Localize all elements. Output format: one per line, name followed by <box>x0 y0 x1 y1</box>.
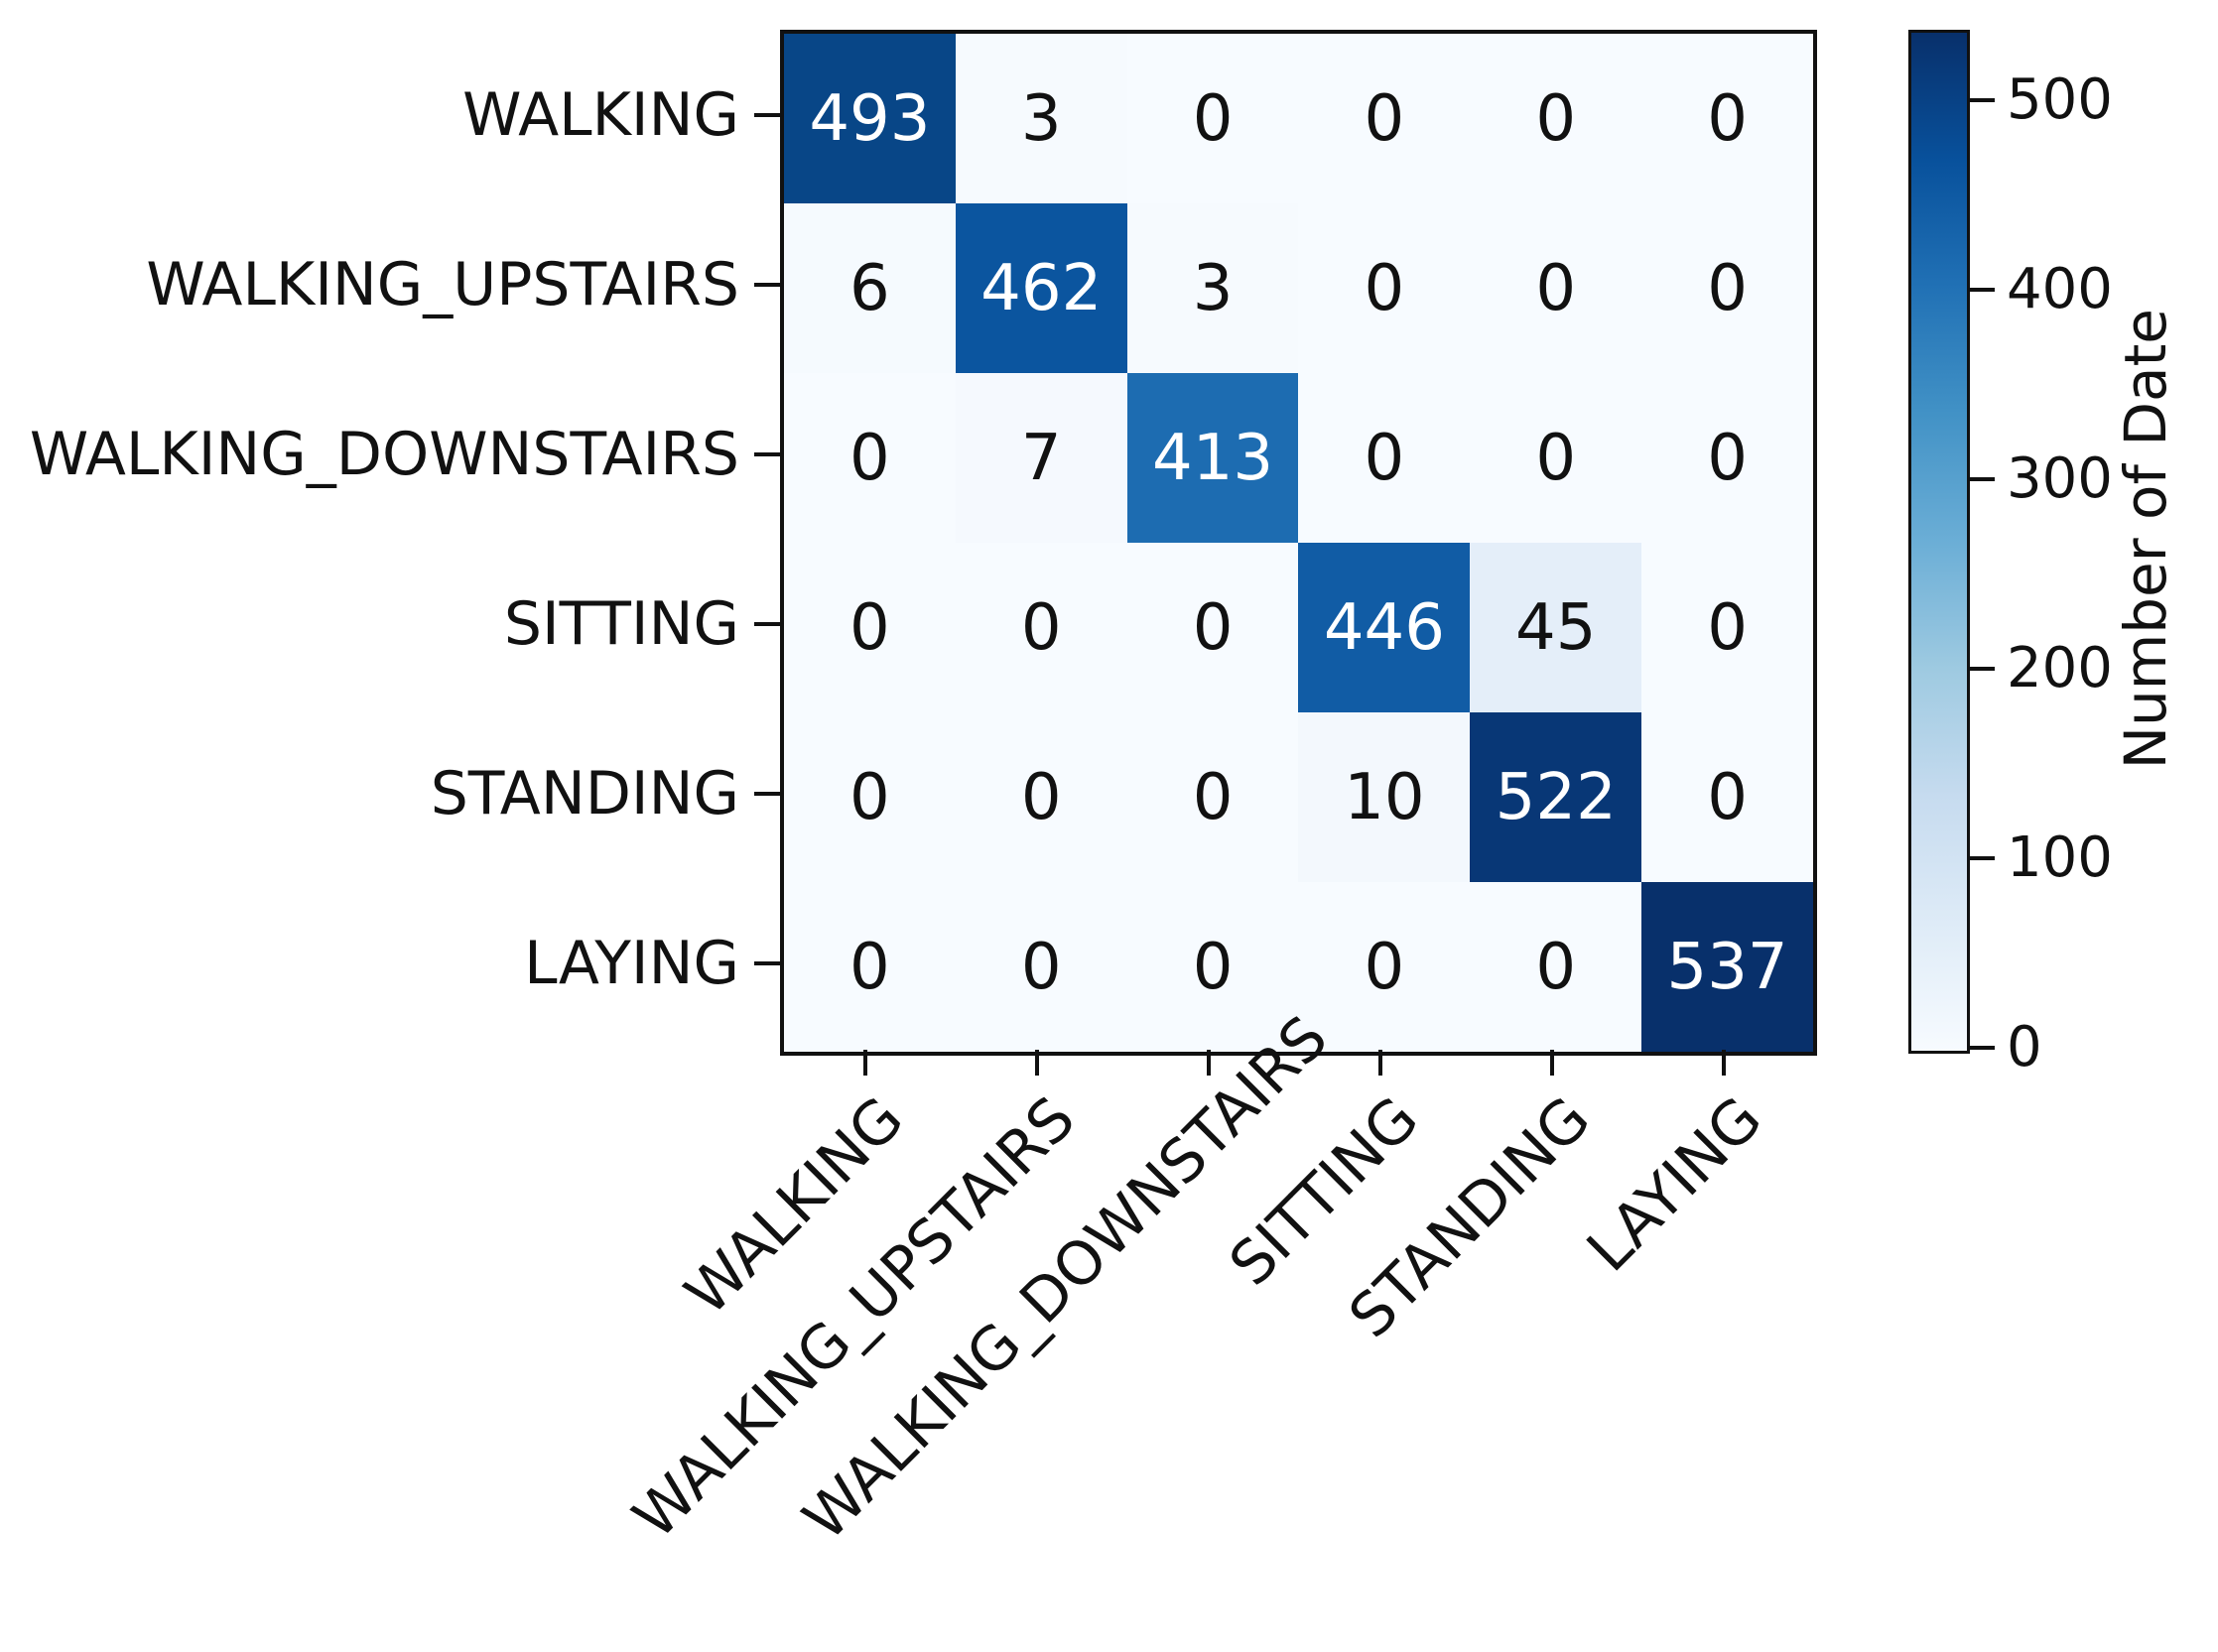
heatmap: 493 3 0 0 0 0 6 462 3 0 0 0 0 7 413 0 0 0 0 0 0 446 45 0 0 0 0 10 52… <box>780 30 1817 1056</box>
heatmap-cell: 0 <box>1641 543 1813 712</box>
heatmap-cell: 0 <box>1126 543 1299 712</box>
heatmap-cell: 0 <box>1126 882 1299 1052</box>
x-tick-mark <box>1035 1050 1040 1076</box>
colorbar-tick-label: 200 <box>2007 635 2113 700</box>
heatmap-cell: 0 <box>1298 882 1471 1052</box>
heatmap-cell: 7 <box>955 373 1127 543</box>
heatmap-cell: 0 <box>1641 712 1813 882</box>
heatmap-cell: 0 <box>784 712 956 882</box>
heatmap-cell: 0 <box>1470 34 1642 203</box>
heatmap-cell: 0 <box>955 882 1127 1052</box>
heatmap-cell: 462 <box>955 203 1127 373</box>
colorbar-tick-label: 500 <box>2007 66 2113 132</box>
y-tick-mark <box>754 960 780 965</box>
x-tick-mark <box>1549 1050 1554 1076</box>
y-tick-mark <box>754 451 780 456</box>
heatmap-cell: 0 <box>784 882 956 1052</box>
colorbar-tick-mark <box>1967 287 1995 292</box>
colorbar-title: Number of Date <box>2112 308 2179 770</box>
x-tick-mark <box>863 1050 868 1076</box>
heatmap-cell: 3 <box>955 34 1127 203</box>
colorbar-tick-label: 100 <box>2007 825 2113 890</box>
heatmap-cell: 0 <box>1470 882 1642 1052</box>
colorbar-tick-mark <box>1967 666 1995 671</box>
y-tick-mark <box>754 621 780 626</box>
colorbar-tick-mark <box>1967 855 1995 860</box>
colorbar-tick-mark <box>1967 476 1995 481</box>
heatmap-cell: 522 <box>1470 712 1642 882</box>
heatmap-cell: 0 <box>1641 373 1813 543</box>
heatmap-cell: 0 <box>1298 203 1471 373</box>
heatmap-cell: 3 <box>1126 203 1299 373</box>
y-tick-mark <box>754 791 780 796</box>
colorbar-tick-label: 400 <box>2007 256 2113 321</box>
y-tick-label: WALKING <box>462 79 739 150</box>
y-tick-label: SITTING <box>503 588 739 659</box>
y-tick-label: WALKING_DOWNSTAIRS <box>29 419 739 489</box>
heatmap-cell: 413 <box>1126 373 1299 543</box>
heatmap-cell: 6 <box>784 203 956 373</box>
heatmap-cell: 0 <box>1298 34 1471 203</box>
heatmap-cell: 0 <box>784 373 956 543</box>
colorbar-tick-label: 300 <box>2007 445 2113 511</box>
heatmap-cell: 0 <box>784 543 956 712</box>
heatmap-cell: 0 <box>1470 373 1642 543</box>
x-tick-mark <box>1377 1050 1382 1076</box>
heatmap-cell: 0 <box>1126 712 1299 882</box>
colorbar-tick-mark <box>1967 1046 1995 1050</box>
y-tick-mark <box>754 112 780 117</box>
heatmap-cell: 0 <box>1126 34 1299 203</box>
y-tick-label: WALKING_UPSTAIRS <box>146 249 739 319</box>
heatmap-cell: 0 <box>955 712 1127 882</box>
heatmap-cell: 0 <box>955 543 1127 712</box>
colorbar-tick-mark <box>1967 97 1995 102</box>
colorbar-gradient <box>1908 30 1970 1054</box>
y-tick-label: LAYING <box>524 928 739 998</box>
heatmap-cell: 493 <box>784 34 956 203</box>
heatmap-cell: 446 <box>1298 543 1471 712</box>
x-tick-mark <box>1721 1050 1726 1076</box>
colorbar-tick-label: 0 <box>2007 1015 2042 1080</box>
heatmap-cell: 0 <box>1470 203 1642 373</box>
heatmap-cell: 10 <box>1298 712 1471 882</box>
heatmap-cell: 0 <box>1298 373 1471 543</box>
colorbar-title-wrap: Number of Date <box>2112 30 2179 1048</box>
heatmap-cell: 45 <box>1470 543 1642 712</box>
y-tick-label: STANDING <box>430 758 739 828</box>
heatmap-cell: 0 <box>1641 203 1813 373</box>
x-tick-mark <box>1207 1050 1212 1076</box>
heatmap-cell: 537 <box>1641 882 1813 1052</box>
y-tick-mark <box>754 282 780 287</box>
heatmap-cell: 0 <box>1641 34 1813 203</box>
